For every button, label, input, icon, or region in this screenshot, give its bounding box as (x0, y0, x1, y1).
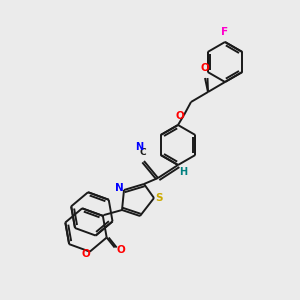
Text: O: O (176, 111, 184, 121)
Text: N: N (135, 142, 143, 152)
Text: C: C (140, 148, 146, 157)
Text: S: S (155, 193, 163, 203)
Text: O: O (116, 244, 125, 254)
Text: O: O (81, 249, 90, 259)
Text: N: N (115, 183, 123, 193)
Text: H: H (179, 167, 187, 177)
Text: F: F (221, 27, 229, 37)
Text: O: O (201, 63, 209, 73)
